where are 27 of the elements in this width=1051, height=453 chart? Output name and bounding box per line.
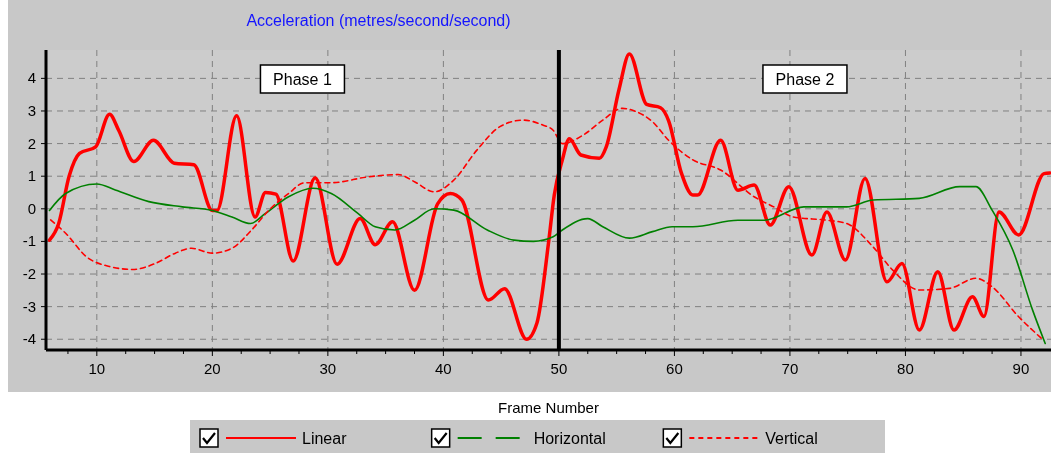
annotation: Phase 1 — [273, 71, 332, 88]
legend-label: Linear — [302, 430, 348, 447]
y-tick-label: 2 — [27, 134, 36, 152]
x-tick-label: 90 — [1012, 360, 1030, 377]
legend-label: Vertical — [765, 430, 818, 447]
y-tick-label: -2 — [22, 265, 36, 283]
chart-title: Acceleration (metres/second/second) — [246, 12, 511, 29]
x-tick-label: 40 — [435, 360, 452, 377]
x-tick-label: 10 — [88, 360, 106, 377]
y-tick-label: 3 — [27, 101, 36, 119]
x-tick-label: 50 — [550, 360, 568, 377]
line-series — [48, 183, 1047, 345]
y-tick-label: -1 — [22, 232, 36, 250]
legend-label: Horizontal — [533, 430, 606, 447]
y-tick-label: -4 — [22, 330, 36, 348]
y-tick-label: 1 — [27, 167, 36, 185]
y-tick-label: 4 — [27, 69, 36, 87]
x-tick-label: 30 — [319, 360, 337, 377]
annotation: Phase 2 — [775, 71, 835, 88]
y-tick-label: 0 — [27, 199, 36, 217]
y-tick-label: -3 — [22, 297, 36, 315]
x-axis-title: Frame Number — [498, 399, 599, 416]
line-series — [47, 52, 1051, 341]
x-tick-label: 70 — [781, 360, 799, 377]
x-tick-label: 60 — [666, 360, 683, 377]
x-tick-label: 20 — [204, 360, 221, 377]
x-tick-label: 80 — [897, 360, 914, 377]
